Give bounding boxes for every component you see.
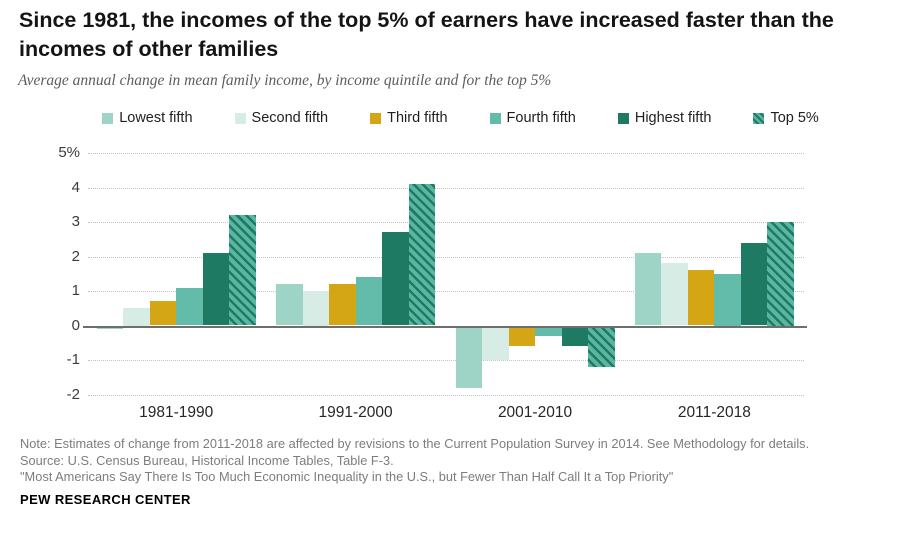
bar-lowest-fifth-2001-2010 <box>455 325 482 388</box>
bar-lowest-fifth-1991-2000 <box>276 284 303 326</box>
chart-subtitle: Average annual change in mean family inc… <box>18 72 552 89</box>
bar-lowest-fifth-2011-2018 <box>634 253 662 326</box>
bar-fourth-fifth-2001-2010 <box>535 325 562 336</box>
bar-fourth-fifth-1991-2000 <box>355 277 383 326</box>
bar-chart-plot-area: 5% 4 3 2 1 0 -1 -2 1981-1990 1991-2000 2001-2010 20… <box>58 144 807 421</box>
bar-third-fifth-1991-2000 <box>329 284 356 326</box>
y-axis-tick-label: 1 <box>71 282 80 299</box>
legend-item-fourth-fifth: Fourth fifth <box>489 110 576 126</box>
legend-label: Top 5% <box>770 110 819 126</box>
legend-swatch-icon <box>102 112 114 124</box>
bar-third-fifth-2001-2010 <box>508 325 535 347</box>
chart-legend: Lowest fifth Second fifth Third fifth Fourt… <box>0 110 921 126</box>
x-axis-label-1991-2000: 1991-2000 <box>318 404 393 421</box>
legend-label: Third fifth <box>387 110 448 126</box>
bar-fourth-fifth-2011-2018 <box>714 273 741 326</box>
gridline-2 <box>88 256 804 258</box>
y-axis-tick-label: -2 <box>66 385 80 403</box>
bar-highest-fifth-1991-2000 <box>382 232 409 326</box>
legend-item-lowest-fifth: Lowest fifth <box>102 110 193 126</box>
legend-item-top-5: Top 5% <box>753 110 819 126</box>
bar-third-fifth-1981-1990 <box>149 301 177 326</box>
bar-highest-fifth-2001-2010 <box>561 325 588 347</box>
legend-swatch-icon <box>753 112 765 124</box>
bar-second-fifth-2001-2010 <box>482 325 509 360</box>
legend-label: Second fifth <box>251 110 329 126</box>
legend-label: Fourth fifth <box>506 110 576 126</box>
bar-second-fifth-1981-1990 <box>123 308 150 326</box>
legend-label: Highest fifth <box>634 110 712 126</box>
y-axis-tick-label: 0 <box>71 316 80 334</box>
x-axis-label-2011-2018: 2011-2018 <box>677 404 751 421</box>
legend-item-highest-fifth: Highest fifth <box>617 110 712 126</box>
y-axis-tick-label: -1 <box>66 351 80 368</box>
footnote-block: Note: Estimates of change from 2011-2018… <box>20 436 910 486</box>
zero-axis-line <box>83 325 807 328</box>
x-axis-label-2001-2010: 2001-2010 <box>497 404 573 421</box>
y-axis-tick-label: 4 <box>71 178 80 196</box>
source-text: Source: U.S. Census Bureau, Historical I… <box>20 452 394 468</box>
legend-swatch-icon <box>234 112 246 124</box>
bar-second-fifth-1991-2000 <box>302 291 330 326</box>
note-text: Note: Estimates of change from 2011-2018… <box>20 436 810 451</box>
bar-highest-fifth-1981-1990 <box>202 253 230 326</box>
pew-research-center-wordmark: PEW RESEARCH CENTER <box>20 492 191 507</box>
bar-fourth-fifth-1981-1990 <box>176 287 203 326</box>
legend-swatch-icon <box>617 112 629 124</box>
gridline-4 <box>88 187 804 189</box>
y-axis-tick-label: 3 <box>71 213 80 230</box>
chart-title: Since 1981, the incomes of the top 5% of… <box>19 8 834 61</box>
legend-swatch-icon <box>489 112 501 124</box>
report-title-text: "Most Americans Say There Is Too Much Ec… <box>20 469 674 484</box>
bar-top-5-1981-1990 <box>229 215 256 326</box>
gridline--1 <box>88 360 804 361</box>
legend-item-second-fifth: Second fifth <box>234 110 329 126</box>
bar-third-fifth-2011-2018 <box>687 270 715 326</box>
y-axis-tick-label: 5% <box>58 144 80 161</box>
bar-top-5-1991-2000 <box>408 184 436 326</box>
legend-item-third-fifth: Third fifth <box>370 110 448 126</box>
bar-top-5-2011-2018 <box>767 222 794 326</box>
bar-highest-fifth-2011-2018 <box>740 242 768 326</box>
gridline-1 <box>88 291 804 292</box>
legend-swatch-icon <box>370 112 382 124</box>
y-axis-tick-label: 2 <box>71 247 80 265</box>
gridline-3 <box>88 222 804 223</box>
legend-label: Lowest fifth <box>119 110 193 126</box>
gridline-5 <box>88 153 804 154</box>
x-axis-label-1981-1990: 1981-1990 <box>139 404 214 421</box>
bar-second-fifth-2011-2018 <box>661 263 688 326</box>
gridline--2 <box>88 394 804 396</box>
bar-top-5-2001-2010 <box>588 325 615 367</box>
